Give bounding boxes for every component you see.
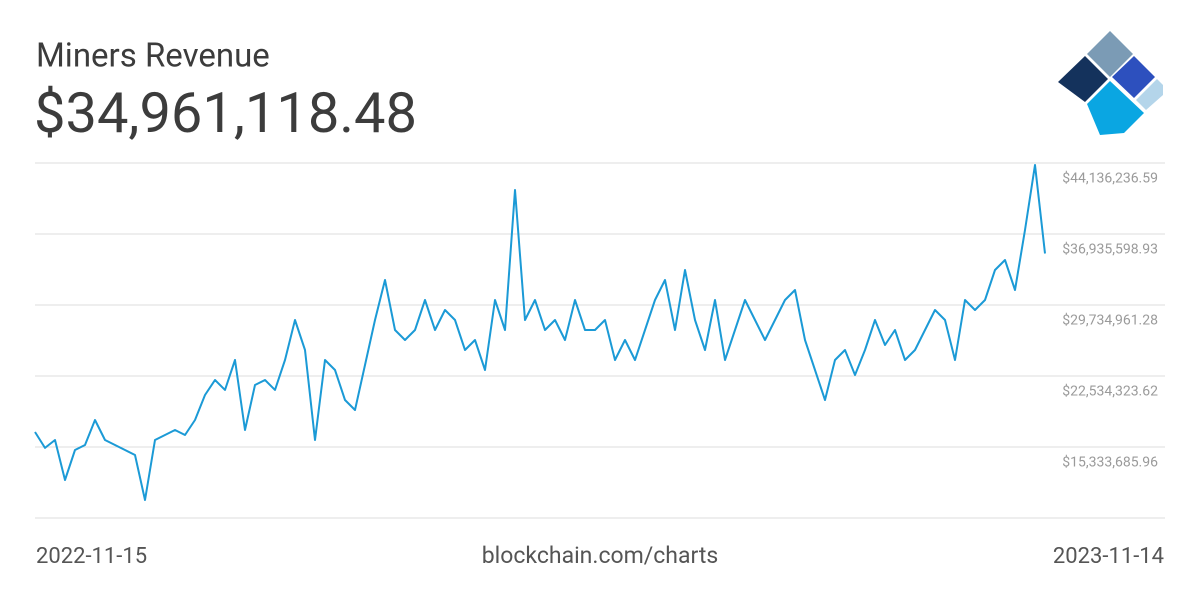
logo-piece <box>1058 56 1108 102</box>
logo-piece <box>1112 56 1155 98</box>
y-tick-label: $44,136,236.59 <box>1062 170 1158 187</box>
y-tick-label: $29,734,961.28 <box>1062 312 1158 329</box>
logo-piece <box>1087 81 1144 135</box>
line <box>34 164 1046 501</box>
source: blockchain.com/charts <box>482 542 718 569</box>
x-tick-label: 2022-11-15 <box>36 544 147 569</box>
current-value: $34,961,118.48 <box>34 80 417 146</box>
y-tick-label: $36,935,598.93 <box>1062 241 1158 258</box>
y-tick-label: $22,534,323.62 <box>1062 383 1158 400</box>
logo-piece <box>1087 31 1133 77</box>
logo <box>1058 31 1163 135</box>
y-tick-label: $15,333,685.96 <box>1062 454 1158 471</box>
logo-piece <box>1136 79 1163 110</box>
x-tick-label: 2023-11-14 <box>1053 544 1164 569</box>
chart-title: Miners Revenue <box>36 37 270 76</box>
